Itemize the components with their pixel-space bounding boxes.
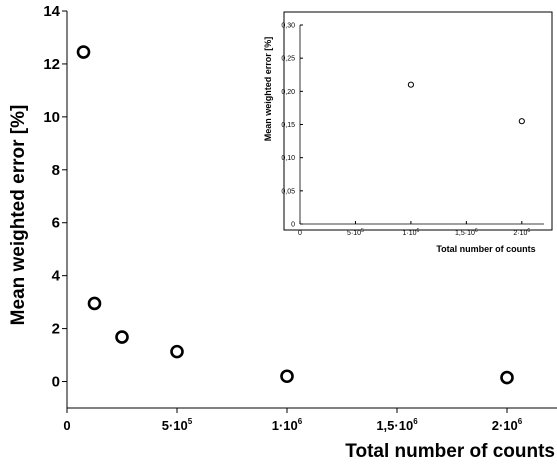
main-x-tick-label: 1,5·106: [376, 417, 418, 433]
inset-data-points: [407, 81, 525, 125]
main-x-axis-title: Total number of counts: [345, 441, 555, 462]
inset-data-point: [407, 81, 415, 88]
inset-x-tick-label: 5·105: [347, 228, 364, 237]
inset-y-tick-label: 0,25: [281, 56, 295, 63]
inset-frame: [283, 11, 553, 231]
main-y-tick-label: 2: [52, 321, 60, 338]
main-data-point: [500, 370, 514, 385]
inset-y-tick-label: 0,05: [281, 188, 295, 195]
inset-y-axis-title: Mean weighted error [%]: [263, 37, 273, 142]
main-y-ticks: 0 2 4 6 8 10 12 14: [43, 3, 67, 391]
inset-x-tick-label: 1,5·106: [455, 228, 478, 237]
main-y-tick-label: 4: [52, 268, 61, 285]
main-y-tick-label: 14: [43, 3, 60, 20]
main-y-tick-label: 10: [43, 109, 60, 126]
inset-y-ticks: 0 0,05 0,10 0,15 0,20 0,25 0,30: [281, 23, 303, 229]
main-x-tick-label: 1·106: [272, 417, 303, 433]
main-x-tick-label: 0: [63, 418, 70, 433]
main-data-points: [76, 45, 514, 385]
main-y-tick-label: 8: [52, 162, 60, 179]
inset-x-tick-label: 2·106: [513, 228, 530, 237]
inset-y-tick-label: 0,20: [281, 89, 295, 96]
inset-y-tick-label: 0,15: [281, 122, 295, 129]
main-data-point: [280, 369, 294, 384]
main-data-point: [76, 45, 91, 59]
inset-y-tick-label: 0,30: [281, 23, 295, 30]
main-y-tick-label: 12: [43, 56, 60, 73]
inset-x-ticks: 0 5·105 1·106 1,5·106 2·106: [298, 221, 530, 237]
main-y-tick-label: 6: [52, 215, 60, 232]
inset-y-tick-label: 0,10: [281, 155, 295, 162]
main-chart: 0 2 4 6 8 10 12 14 0 5·105 1·106 1,5·106 2·106 Tota…: [8, 3, 557, 462]
inset-x-tick-label: 0: [298, 230, 302, 237]
inset-chart: 0 0,05 0,10 0,15 0,20 0,25 0,30 0 5·105 1·106 1,5…: [263, 11, 553, 254]
main-data-point: [115, 330, 129, 344]
main-data-point: [87, 296, 102, 311]
inset-x-tick-label: 1·106: [403, 228, 420, 237]
main-x-tick-label: 2·106: [492, 417, 523, 433]
main-data-point: [170, 344, 184, 359]
main-y-tick-label: 0: [52, 374, 60, 391]
main-y-axis-title: Mean weighted error [%]: [8, 105, 29, 326]
main-x-tick-label: 5·105: [162, 417, 193, 433]
main-x-ticks: 0 5·105 1·106 1,5·106 2·106: [63, 408, 523, 433]
inset-data-point: [518, 118, 525, 125]
inset-y-tick-label: 0: [291, 222, 295, 229]
inset-x-axis-title: Total number of counts: [436, 244, 535, 254]
